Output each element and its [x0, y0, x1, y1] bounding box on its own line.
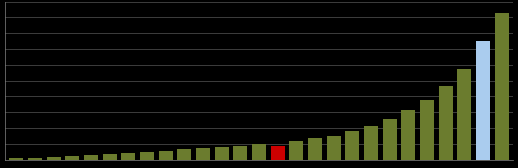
Bar	[327, 136, 341, 160]
Bar	[271, 146, 285, 160]
Bar	[121, 153, 135, 160]
Bar	[140, 152, 154, 160]
Bar	[252, 144, 266, 160]
Bar	[214, 147, 228, 160]
Bar	[103, 154, 117, 160]
Bar	[84, 155, 98, 160]
Bar	[28, 158, 42, 160]
Bar	[9, 158, 23, 160]
Bar	[457, 69, 471, 160]
Bar	[290, 141, 304, 160]
Bar	[346, 131, 359, 160]
Bar	[159, 151, 172, 160]
Bar	[476, 41, 490, 160]
Bar	[495, 13, 509, 160]
Bar	[65, 156, 79, 160]
Bar	[364, 126, 378, 160]
Bar	[177, 150, 191, 160]
Bar	[308, 138, 322, 160]
Bar	[196, 148, 210, 160]
Bar	[47, 157, 61, 160]
Bar	[233, 145, 247, 160]
Bar	[401, 110, 415, 160]
Bar	[439, 86, 453, 160]
Bar	[383, 119, 397, 160]
Bar	[420, 100, 434, 160]
